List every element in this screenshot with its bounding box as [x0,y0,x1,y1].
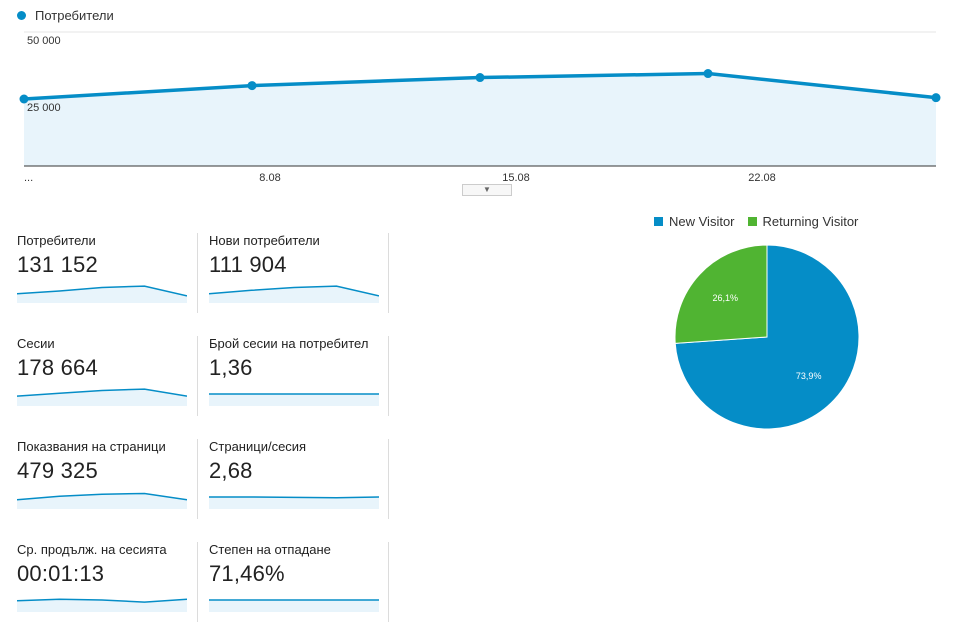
metric-label: Степен на отпадане [209,542,331,557]
metric-tile[interactable]: Брой сесии на потребител 1,36 [209,336,389,406]
metric-sparkline [17,388,187,406]
sparkline-line [209,285,379,297]
sparkline-line [17,285,187,297]
metric-value: 00:01:13 [17,561,105,586]
sparkline-line [17,388,187,397]
sparkline-area [209,394,379,406]
trend-legend-dot [17,11,26,20]
metric-divider [197,439,198,519]
metric-sparkline [209,393,379,406]
metric-sparkline [209,285,379,303]
metric-sparkline [17,285,187,303]
metric-divider [388,439,389,519]
metric-tile[interactable]: Нови потребители 111 904 [209,233,389,303]
sparkline-line [17,492,187,501]
metric-label: Потребители [17,233,96,248]
metric-tile[interactable]: Страници/сесия 2,68 [209,439,389,509]
metric-divider [197,233,198,313]
metric-sparkline [209,599,379,612]
pie-legend-label: New Visitor [669,214,735,229]
sparkline-area [209,497,379,509]
metric-value: 479 325 [17,458,98,483]
metric-label: Страници/сесия [209,439,307,454]
metric-divider [197,336,198,416]
metric-value: 71,46% [209,561,285,586]
pie-legend-swatch [747,217,757,226]
metric-tile[interactable]: Степен на отпадане 71,46% [209,542,389,612]
metric-sparkline [17,598,187,612]
pie-legend-swatch [654,217,663,226]
users-trend-svg: 50 000 25 000... 8.08 15.08 22.08 [19,31,941,184]
metric-label: Сесии [17,336,55,351]
metric-tile[interactable]: Сесии 178 664 [17,336,197,406]
data-point [19,94,29,104]
sparkline-area [209,286,379,303]
pie-slice-label: 73,9% [796,371,822,381]
y-tick-label: 25 000 [27,102,61,114]
metric-label: Показвания на страници [17,439,166,454]
sparkline-area [209,600,379,612]
metric-divider [388,336,389,416]
pie-legend-label: Returning Visitor [762,214,859,229]
metric-label: Ср. продълж. на сесията [17,542,167,557]
metric-tile[interactable]: Ср. продълж. на сесията 00:01:13 [17,542,197,612]
visitor-type-pie: 73,9% 26,1% [674,244,860,430]
metric-value: 131 152 [17,252,98,277]
metric-value: 111 904 [209,252,287,277]
data-point [703,69,713,79]
x-tick-label: ... [24,172,33,184]
x-tick-label: 15.08 [502,172,530,184]
chevron-down-icon: ▼ [483,185,491,194]
series-area [24,73,936,166]
metric-value: 2,68 [209,458,253,483]
pie-legend-item-new[interactable]: New Visitor [654,214,735,229]
pie-legend-item-returning[interactable]: Returning Visitor [747,214,859,229]
pie-slice [674,244,768,344]
x-tick-label: 22.08 [748,172,776,184]
metric-divider [197,542,198,622]
chart-collapse-handle[interactable]: ▼ [462,184,512,196]
sparkline-line [17,598,187,603]
pie-legend: New Visitor Returning Visitor [654,214,871,229]
data-point [247,81,257,91]
sparkline-line [209,496,379,499]
metric-value: 1,36 [209,355,253,380]
metric-divider [388,233,389,313]
metric-sparkline [17,492,187,509]
metric-divider [388,542,389,622]
metric-label: Нови потребители [209,233,320,248]
data-point [475,73,485,83]
sparkline-area [17,493,187,509]
y-tick-label: 50 000 [27,35,61,47]
x-tick-label: 8.08 [259,172,280,184]
users-trend-chart: 50 000 25 000... 8.08 15.08 22.08 Потребител… [0,0,973,200]
trend-legend: Потребители [17,8,114,23]
trend-legend-label: Потребители [35,8,114,23]
data-point [931,93,941,103]
metric-tile[interactable]: Показвания на страници 479 325 [17,439,197,509]
metric-sparkline [209,496,379,509]
metric-value: 178 664 [17,355,98,380]
sparkline-area [17,286,187,303]
metric-tile[interactable]: Потребители 131 152 [17,233,197,303]
pie-slice-label: 26,1% [713,293,739,303]
metric-label: Брой сесии на потребител [209,336,369,351]
